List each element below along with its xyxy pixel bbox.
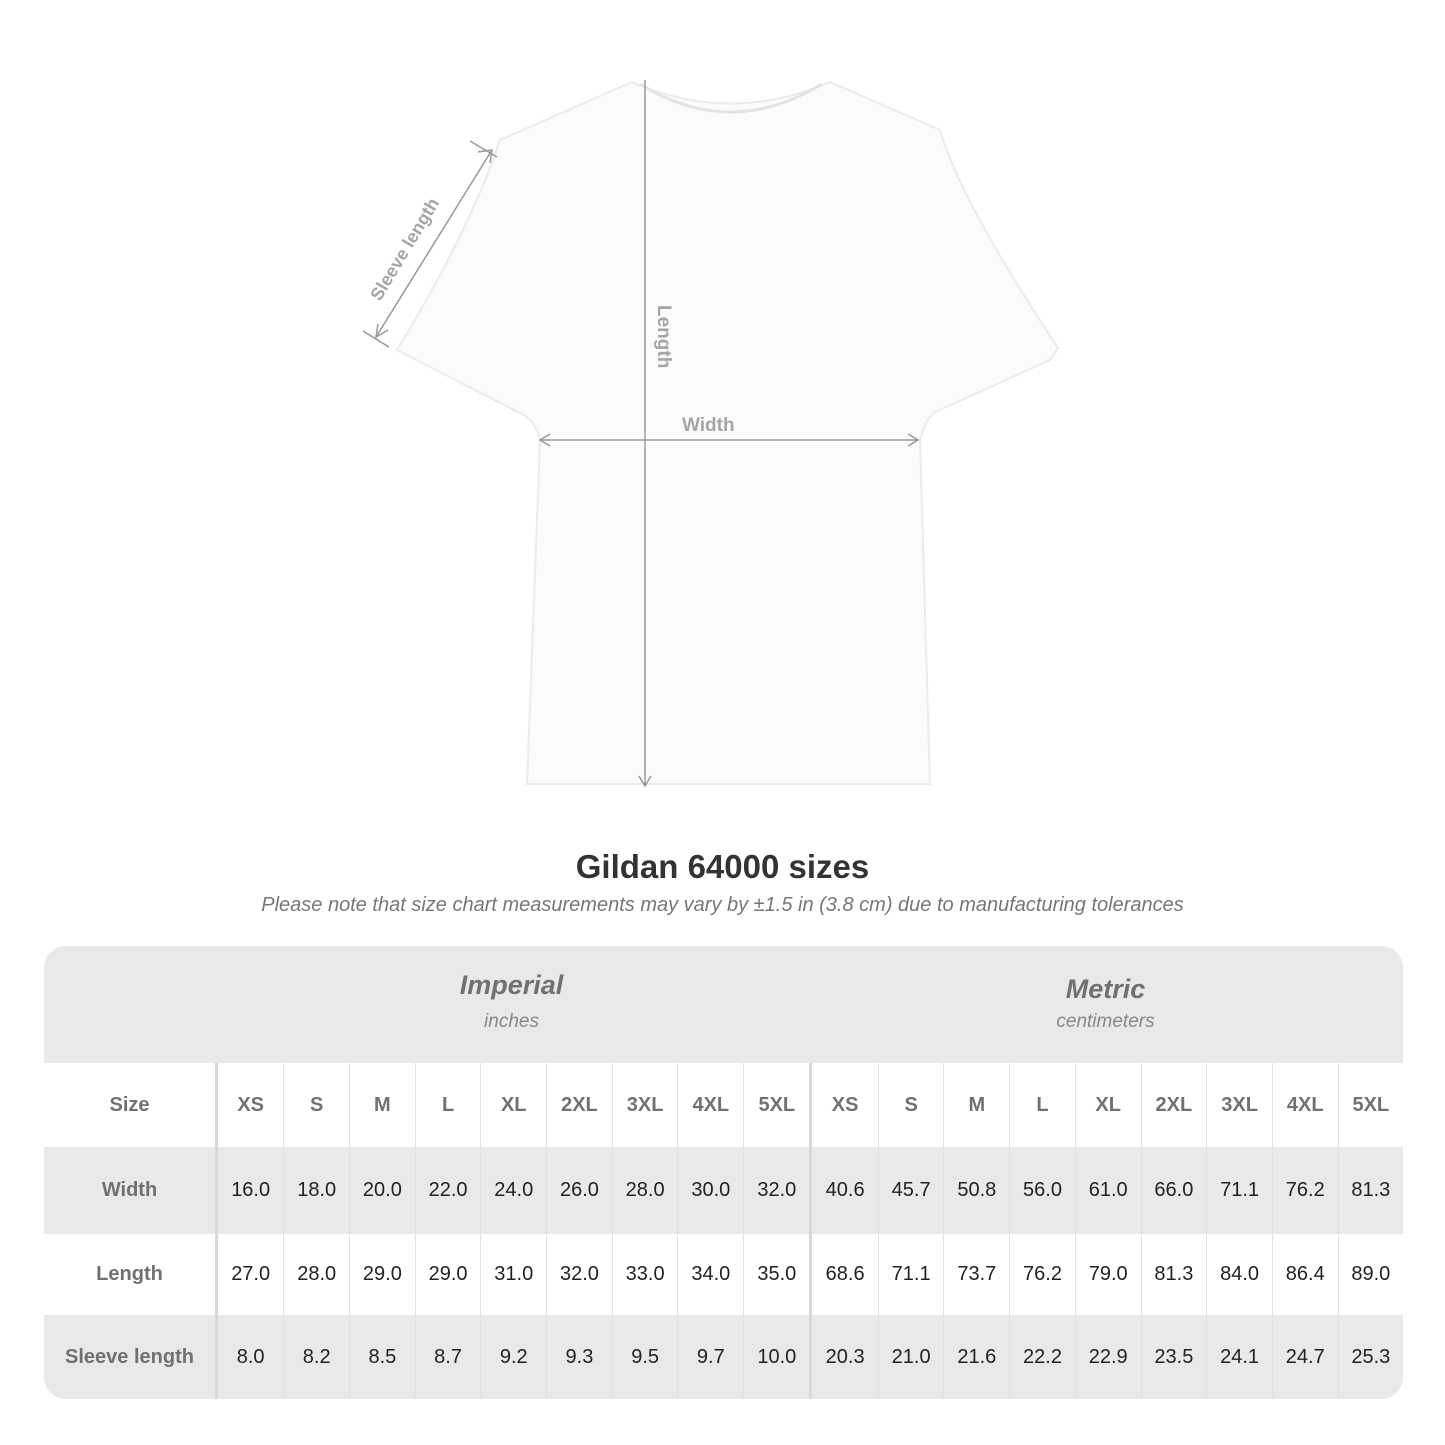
metric-header: Metric centimeters bbox=[808, 946, 1403, 1063]
metric-value-cell: 22.9 bbox=[1074, 1315, 1142, 1399]
imperial-size-5xl: 5XL bbox=[743, 1063, 811, 1147]
imperial-value-cell: 8.5 bbox=[349, 1315, 416, 1399]
imperial-value-cell: 35.0 bbox=[743, 1234, 811, 1315]
imperial-value-cell: 33.0 bbox=[611, 1234, 678, 1315]
imperial-value-cell: 8.7 bbox=[414, 1315, 481, 1399]
metric-value-cell: 24.7 bbox=[1271, 1315, 1339, 1399]
imperial-size-4xl: 4XL bbox=[677, 1063, 744, 1147]
imperial-value-cell: 9.3 bbox=[546, 1315, 613, 1399]
imperial-size-m: M bbox=[349, 1063, 416, 1147]
metric-size-l: L bbox=[1009, 1063, 1076, 1147]
metric-value-cell: 66.0 bbox=[1140, 1147, 1207, 1234]
metric-title: Metric bbox=[1065, 974, 1146, 1004]
imperial-value-cell: 27.0 bbox=[215, 1234, 284, 1315]
row-label: Width bbox=[44, 1147, 218, 1234]
metric-value-cell: 45.7 bbox=[877, 1147, 944, 1234]
imperial-header: Imperial inches bbox=[215, 946, 808, 1063]
imperial-title: Imperial bbox=[459, 970, 564, 1000]
metric-value-cell: 71.1 bbox=[1206, 1147, 1273, 1234]
metric-value-cell: 21.0 bbox=[877, 1315, 944, 1399]
metric-size-5xl: 5XL bbox=[1337, 1063, 1403, 1147]
metric-value-cell: 50.8 bbox=[943, 1147, 1010, 1234]
metric-value-cell: 71.1 bbox=[877, 1234, 944, 1315]
metric-value-cell: 86.4 bbox=[1271, 1234, 1339, 1315]
metric-value-cell: 40.6 bbox=[809, 1147, 879, 1234]
imperial-value-cell: 16.0 bbox=[215, 1147, 284, 1234]
table-header-row: Size XS S M L XL 2XL 3XL 4XL 5XL XS S M L XL 2XL 3XL 4XL 5… bbox=[44, 1063, 1403, 1147]
imperial-value-cell: 26.0 bbox=[546, 1147, 613, 1234]
imperial-value-cell: 29.0 bbox=[349, 1234, 416, 1315]
row-label: Length bbox=[44, 1234, 218, 1315]
sleeve-length-label: Sleeve length bbox=[366, 194, 443, 304]
metric-value-cell: 73.7 bbox=[943, 1234, 1010, 1315]
imperial-value-cell: 8.2 bbox=[283, 1315, 350, 1399]
metric-value-cell: 76.2 bbox=[1009, 1234, 1076, 1315]
size-label: Size bbox=[44, 1063, 218, 1147]
metric-value-cell: 89.0 bbox=[1337, 1234, 1403, 1315]
width-label: Width bbox=[682, 415, 735, 436]
table-row: Width 16.0 18.0 20.0 22.0 24.0 26.0 28.0 30.0 32.… bbox=[44, 1147, 1403, 1234]
table-row: Length 27.0 28.0 29.0 29.0 31.0 32.0 33.0 34.0 35… bbox=[44, 1234, 1403, 1315]
imperial-value-cell: 10.0 bbox=[743, 1315, 811, 1399]
imperial-value-cell: 22.0 bbox=[414, 1147, 481, 1234]
imperial-value-cell: 32.0 bbox=[546, 1234, 613, 1315]
imperial-size-xs: XS bbox=[215, 1063, 284, 1147]
sleeve-arrow bbox=[375, 149, 493, 338]
imperial-size-l: L bbox=[414, 1063, 481, 1147]
size-table: Size XS S M L XL 2XL 3XL 4XL 5XL XS S M L XL 2XL 3XL 4XL 5… bbox=[44, 1063, 1403, 1399]
imperial-size-3xl: 3XL bbox=[611, 1063, 678, 1147]
metric-size-m: M bbox=[943, 1063, 1010, 1147]
imperial-value-cell: 8.0 bbox=[215, 1315, 284, 1399]
imperial-value-cell: 24.0 bbox=[480, 1147, 547, 1234]
metric-unit: centimeters bbox=[1056, 1011, 1155, 1032]
imperial-value-cell: 32.0 bbox=[743, 1147, 811, 1234]
metric-value-cell: 61.0 bbox=[1074, 1147, 1142, 1234]
metric-value-cell: 23.5 bbox=[1140, 1315, 1207, 1399]
tshirt-diagram: Sleeve length Length Width bbox=[362, 80, 1060, 788]
metric-value-cell: 24.1 bbox=[1206, 1315, 1273, 1399]
imperial-value-cell: 30.0 bbox=[677, 1147, 744, 1234]
imperial-value-cell: 31.0 bbox=[480, 1234, 547, 1315]
size-table-card: Imperial inches Metric centimeters Size X… bbox=[44, 946, 1403, 1399]
metric-value-cell: 81.3 bbox=[1337, 1147, 1403, 1234]
imperial-value-cell: 28.0 bbox=[611, 1147, 678, 1234]
tshirt-image bbox=[395, 80, 1060, 785]
metric-value-cell: 25.3 bbox=[1337, 1315, 1403, 1399]
metric-value-cell: 81.3 bbox=[1140, 1234, 1207, 1315]
metric-value-cell: 68.6 bbox=[809, 1234, 879, 1315]
imperial-value-cell: 9.7 bbox=[677, 1315, 744, 1399]
imperial-value-cell: 28.0 bbox=[283, 1234, 350, 1315]
metric-size-2xl: 2XL bbox=[1140, 1063, 1207, 1147]
imperial-value-cell: 29.0 bbox=[414, 1234, 481, 1315]
metric-size-4xl: 4XL bbox=[1271, 1063, 1339, 1147]
metric-value-cell: 56.0 bbox=[1009, 1147, 1076, 1234]
metric-size-xs: XS bbox=[809, 1063, 879, 1147]
metric-size-3xl: 3XL bbox=[1206, 1063, 1273, 1147]
page-title: Gildan 64000 sizes bbox=[575, 848, 870, 885]
metric-value-cell: 20.3 bbox=[809, 1315, 879, 1399]
imperial-value-cell: 20.0 bbox=[349, 1147, 416, 1234]
tolerance-note: Please note that size chart measurements… bbox=[261, 894, 1184, 916]
metric-value-cell: 76.2 bbox=[1271, 1147, 1339, 1234]
imperial-value-cell: 9.2 bbox=[480, 1315, 547, 1399]
metric-size-s: S bbox=[877, 1063, 944, 1147]
metric-value-cell: 22.2 bbox=[1009, 1315, 1076, 1399]
imperial-value-cell: 9.5 bbox=[611, 1315, 678, 1399]
table-row: Sleeve length 8.0 8.2 8.5 8.7 9.2 9.3 9.5 9.7 10.… bbox=[44, 1315, 1403, 1399]
imperial-value-cell: 34.0 bbox=[677, 1234, 744, 1315]
metric-value-cell: 84.0 bbox=[1206, 1234, 1273, 1315]
length-label: Length bbox=[653, 305, 674, 368]
metric-value-cell: 21.6 bbox=[943, 1315, 1010, 1399]
imperial-size-s: S bbox=[283, 1063, 350, 1147]
row-label: Sleeve length bbox=[44, 1315, 218, 1399]
imperial-size-xl: XL bbox=[480, 1063, 547, 1147]
imperial-value-cell: 18.0 bbox=[283, 1147, 350, 1234]
imperial-size-2xl: 2XL bbox=[546, 1063, 613, 1147]
metric-size-xl: XL bbox=[1074, 1063, 1142, 1147]
metric-value-cell: 79.0 bbox=[1074, 1234, 1142, 1315]
imperial-unit: inches bbox=[484, 1011, 539, 1032]
